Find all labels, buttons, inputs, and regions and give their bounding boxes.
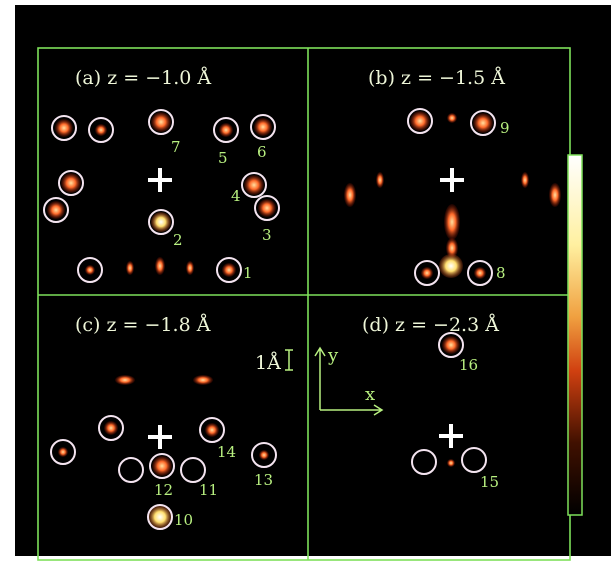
panel-label: (d) z = −2.3 Å	[362, 314, 499, 336]
peak-number: 15	[480, 473, 499, 491]
peak-number: 11	[199, 481, 218, 499]
peak-number: 10	[174, 511, 193, 529]
figure: (a) z = −1.0 Å (b) z = −1.5 Å (c) z = −1…	[0, 0, 611, 571]
peak-number: 14	[217, 443, 236, 461]
scale-label: 1Å	[255, 352, 281, 374]
peak-number: 16	[459, 356, 478, 374]
axis-label-y: y	[327, 345, 339, 366]
peak-number: 13	[254, 471, 273, 489]
peak-number: 12	[154, 481, 173, 499]
peak-number: 7	[171, 138, 181, 156]
peak-number: 2	[173, 231, 183, 249]
peak-number: 3	[262, 226, 272, 244]
panel-label: (a) z = −1.0 Å	[75, 67, 211, 89]
peak-number: 5	[218, 149, 228, 167]
colorbar	[568, 155, 582, 515]
peak-number: 9	[500, 119, 510, 137]
peak-number: 1	[243, 264, 253, 282]
peak-number: 4	[231, 187, 241, 205]
peak-number: 6	[257, 143, 267, 161]
axis-label-x: x	[365, 384, 375, 405]
panel-label: (b) z = −1.5 Å	[368, 67, 505, 89]
peak-number: 8	[496, 264, 506, 282]
panel-label: (c) z = −1.8 Å	[75, 314, 211, 336]
